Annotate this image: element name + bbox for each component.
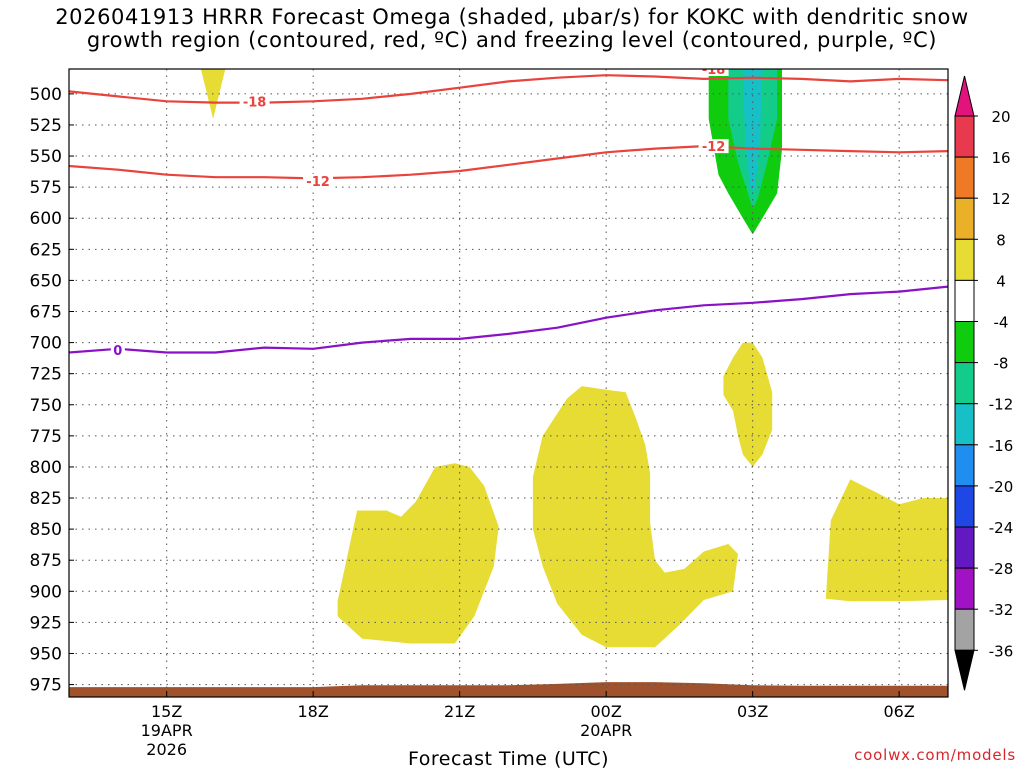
chart-title-line1: 2026041913 HRRR Forecast Omega (shaded, … (55, 5, 969, 29)
colorbar-label-11: -24 (989, 519, 1014, 537)
colorbar-label-6: -4 (994, 314, 1009, 332)
chart-title: 2026041913 HRRR Forecast Omega (shaded, … (0, 6, 1024, 52)
colorbar-bottom-arrow (954, 649, 975, 691)
colorbar-label-3: 12 (991, 190, 1010, 208)
y-tick-label-725: 725 (30, 365, 62, 385)
dendritic-18c-label-1: -18 (243, 95, 267, 110)
x-tick-date-00Z: 20APR (580, 721, 632, 740)
colorbar-bin-9 (954, 444, 975, 487)
omega-positive-shading-region-2 (337, 463, 499, 644)
colorbar-bin-5 (954, 279, 975, 322)
colorbar-label-14: -36 (989, 642, 1014, 660)
omega-positive-shading-region-5 (825, 479, 948, 602)
y-tick-label-575: 575 (30, 178, 62, 198)
y-tick-label-850: 850 (30, 520, 62, 540)
x-tick-year-15Z: 2026 (146, 740, 187, 759)
y-tick-label-975: 975 (30, 676, 62, 696)
colorbar-bin-10 (954, 485, 975, 528)
dendritic-12c-line (69, 145, 948, 180)
colorbar-label-8: -12 (989, 396, 1014, 414)
y-tick-label-650: 650 (30, 271, 62, 291)
colorbar-label-7: -8 (994, 355, 1009, 373)
y-tick-label-550: 550 (30, 147, 62, 167)
colorbar-bin-4 (954, 238, 975, 281)
freezing-level-0c-label-bg-1 (110, 343, 125, 358)
colorbar-label-4: 8 (996, 231, 1006, 249)
y-tick-label-500: 500 (30, 85, 62, 105)
x-tick-label-15Z: 15Z (151, 702, 182, 721)
omega-positive-shading-region-3 (532, 386, 738, 648)
y-tick-label-625: 625 (30, 240, 62, 260)
plot-area: -18 -18 -12 -12 0 (69, 63, 948, 697)
colorbar-bin-2 (954, 156, 975, 199)
chart-title-line2: growth region (contoured, red, ºC) and f… (86, 28, 938, 52)
x-tick-label-21Z: 21Z (444, 702, 475, 721)
x-tick-label-06Z: 06Z (884, 702, 915, 721)
y-tick-label-925: 925 (30, 613, 62, 633)
y-tick-label-750: 750 (30, 396, 62, 416)
colorbar-label-12: -28 (989, 560, 1014, 578)
y-tick-label-950: 950 (30, 644, 62, 664)
dendritic-12c-label-1: -12 (306, 175, 330, 190)
y-tick-label-825: 825 (30, 489, 62, 509)
y-tick-label-675: 675 (30, 302, 62, 322)
colorbar-label-13: -32 (989, 601, 1014, 619)
dendritic-18c-label-bg-2 (698, 69, 729, 76)
dendritic-12c-label-2: -12 (702, 140, 726, 155)
dendritic-12c-label-bg-2 (698, 139, 729, 154)
y-tick-label-700: 700 (30, 334, 62, 354)
omega-12-to-16-region-1 (742, 69, 763, 194)
colorbar-bin-1 (954, 115, 975, 158)
dendritic-12c-label-bg-1 (303, 173, 334, 188)
dendritic-18c-label-2: -18 (702, 63, 726, 78)
dendritic-18c-line (69, 74, 948, 104)
colorbar-bin-12 (954, 567, 975, 610)
dendritic-18c-label-bg-1 (239, 94, 270, 109)
colorbar-label-5: 4 (996, 272, 1006, 290)
colorbar-bin-6 (954, 321, 975, 364)
terrain-region-1 (69, 682, 948, 697)
colorbar-bin-3 (954, 197, 975, 240)
colorbar-label-1: 20 (991, 108, 1010, 126)
y-tick-label-900: 900 (30, 582, 62, 602)
y-tick-label-775: 775 (30, 427, 62, 447)
x-tick-label-00Z: 00Z (591, 702, 622, 721)
colorbar-bin-7 (954, 362, 975, 405)
freezing-level-0c-label-1: 0 (113, 344, 122, 359)
colorbar-bin-13 (954, 608, 975, 651)
x-axis-title: Forecast Time (UTC) (408, 748, 609, 768)
y-tick-label-800: 800 (30, 458, 62, 478)
colorbar-label-2: 16 (991, 149, 1010, 167)
colorbar-top-arrow (954, 75, 975, 117)
omega-positive-shading-region-4 (723, 342, 773, 467)
x-tick-label-03Z: 03Z (737, 702, 768, 721)
source-credit: coolwx.com/models (854, 746, 1016, 764)
x-tick-label-18Z: 18Z (298, 702, 329, 721)
colorbar-bin-8 (954, 403, 975, 446)
freezing-level-0c-line (69, 285, 948, 354)
colorbar-label-10: -20 (989, 478, 1014, 496)
x-tick-date-15Z: 19APR (141, 721, 193, 740)
plot-frame (68, 68, 949, 698)
y-tick-label-525: 525 (30, 116, 62, 136)
y-tick-label-600: 600 (30, 209, 62, 229)
y-tick-label-875: 875 (30, 551, 62, 571)
colorbar-bin-11 (954, 526, 975, 569)
colorbar-label-9: -16 (989, 437, 1014, 455)
